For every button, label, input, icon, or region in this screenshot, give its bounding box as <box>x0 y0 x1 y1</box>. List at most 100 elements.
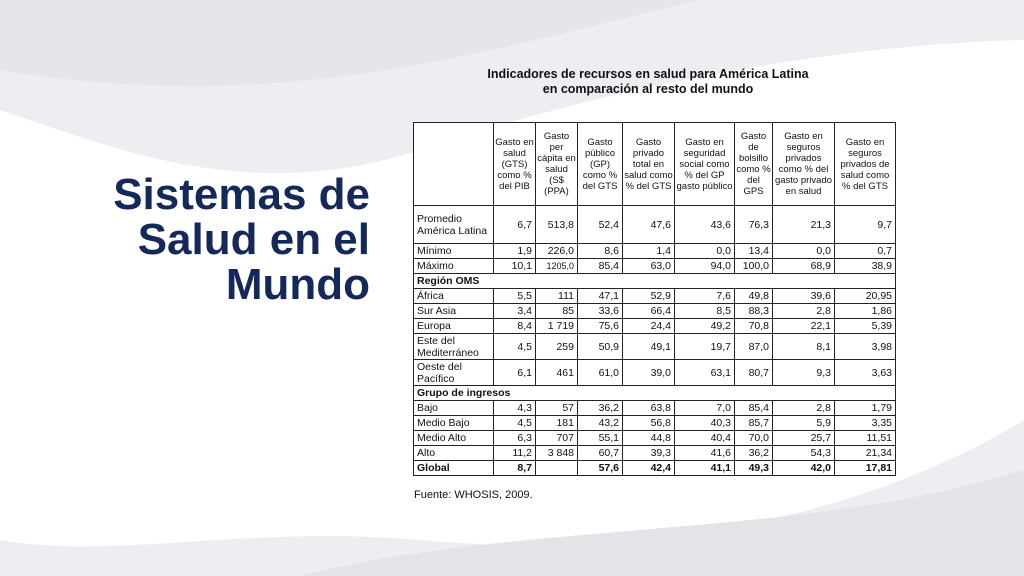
table-cell: 42,4 <box>622 460 675 476</box>
table-cell: 47,6 <box>622 205 675 244</box>
table-cell: 11,2 <box>493 445 536 461</box>
section-label: Grupo de ingresos <box>413 385 896 401</box>
table-row: Máximo 10,1 1205,0 85,4 63,0 94,0 100,0 … <box>413 258 896 274</box>
table-cell: 0,0 <box>674 243 735 259</box>
table-cell: 9,7 <box>834 205 896 244</box>
table-cell: 49,3 <box>734 460 773 476</box>
table-cell: 1,9 <box>493 243 536 259</box>
table-cell: 85 <box>535 303 578 319</box>
table-row: Medio Bajo 4,5 181 43,2 56,8 40,3 85,7 5… <box>413 415 896 431</box>
table-cell: 6,1 <box>493 359 536 386</box>
table-row-total: Global 8,7 57,6 42,4 41,1 49,3 42,0 17,8… <box>413 460 896 476</box>
table-row: África 5,5 111 47,1 52,9 7,6 49,8 39,6 2… <box>413 288 896 304</box>
column-header: Gasto en seguridad social como % del GP … <box>674 122 735 206</box>
table-cell: 75,6 <box>577 318 623 334</box>
table-cell: 226,0 <box>535 243 578 259</box>
row-label: Europa <box>413 318 494 334</box>
table-cell: 100,0 <box>734 258 773 274</box>
table-cell: 49,8 <box>734 288 773 304</box>
table-cell: 8,1 <box>772 333 835 360</box>
table-cell: 11,51 <box>834 430 896 446</box>
table-cell: 39,3 <box>622 445 675 461</box>
table-cell: 47,1 <box>577 288 623 304</box>
table-cell: 3,35 <box>834 415 896 431</box>
table-cell: 36,2 <box>577 400 623 416</box>
table-cell: 8,7 <box>493 460 536 476</box>
table-cell: 42,0 <box>772 460 835 476</box>
column-header: Gasto en seguros privados como % del gas… <box>772 122 835 206</box>
column-header: Gasto en salud (GTS) como % del PIB <box>493 122 536 206</box>
table-cell: 55,1 <box>577 430 623 446</box>
table-cell: 7,0 <box>674 400 735 416</box>
row-label: Sur Asia <box>413 303 494 319</box>
slide-title-line-2: Salud en el <box>137 215 370 264</box>
table-row: Alto 11,2 3 848 60,7 39,3 41,6 36,2 54,3… <box>413 445 896 461</box>
row-label: Global <box>413 460 494 476</box>
table-row: Este del Mediterráneo 4,5 259 50,9 49,1 … <box>413 333 896 360</box>
row-label: Medio Alto <box>413 430 494 446</box>
table-cell: 33,6 <box>577 303 623 319</box>
table-cell: 39,6 <box>772 288 835 304</box>
table-cell: 63,8 <box>622 400 675 416</box>
table-header-row: Gasto en salud (GTS) como % del PIB Gast… <box>413 122 896 206</box>
table-cell: 4,5 <box>493 415 536 431</box>
table-cell: 52,4 <box>577 205 623 244</box>
table-cell: 56,8 <box>622 415 675 431</box>
table-row: Mínimo 1,9 226,0 8,6 1,4 0,0 13,4 0,0 0,… <box>413 243 896 259</box>
table-cell: 94,0 <box>674 258 735 274</box>
table-cell: 63,0 <box>622 258 675 274</box>
table-cell: 1,86 <box>834 303 896 319</box>
slide-title-line-3: Mundo <box>225 260 370 309</box>
table-cell: 19,7 <box>674 333 735 360</box>
health-indicators-table: Gasto en salud (GTS) como % del PIB Gast… <box>413 122 896 476</box>
table-cell: 461 <box>535 359 578 386</box>
table-cell: 80,7 <box>734 359 773 386</box>
column-header <box>413 122 494 206</box>
row-label: África <box>413 288 494 304</box>
table-cell: 7,6 <box>674 288 735 304</box>
table-row: Europa 8,4 1 719 75,6 24,4 49,2 70,8 22,… <box>413 318 896 334</box>
table-cell: 111 <box>535 288 578 304</box>
table-cell: 57 <box>535 400 578 416</box>
table-cell: 49,2 <box>674 318 735 334</box>
table-cell: 44,8 <box>622 430 675 446</box>
table-cell: 22,1 <box>772 318 835 334</box>
table-cell: 54,3 <box>772 445 835 461</box>
table-cell: 2,8 <box>772 400 835 416</box>
row-label: Máximo <box>413 258 494 274</box>
table-cell: 39,0 <box>622 359 675 386</box>
section-label: Región OMS <box>413 273 896 289</box>
table-cell: 52,9 <box>622 288 675 304</box>
column-header: Gasto en seguros privados de salud como … <box>834 122 896 206</box>
table-cell: 57,6 <box>577 460 623 476</box>
table-cell: 70,8 <box>734 318 773 334</box>
table-cell: 707 <box>535 430 578 446</box>
table-heading-line-2: en comparación al resto del mundo <box>542 82 754 96</box>
table-cell: 10,1 <box>493 258 536 274</box>
table-cell: 76,3 <box>734 205 773 244</box>
slide-title: Sistemas de Salud en el Mundo <box>30 172 370 307</box>
table-cell: 41,6 <box>674 445 735 461</box>
table-cell: 9,3 <box>772 359 835 386</box>
table-cell: 13,4 <box>734 243 773 259</box>
table-cell: 61,0 <box>577 359 623 386</box>
row-label: Medio Bajo <box>413 415 494 431</box>
table-cell: 1 719 <box>535 318 578 334</box>
table-cell: 85,7 <box>734 415 773 431</box>
section-row-income: Grupo de ingresos <box>413 385 896 401</box>
section-row-oms: Región OMS <box>413 273 896 289</box>
table-cell: 4,3 <box>493 400 536 416</box>
table-cell: 1205,0 <box>535 258 578 274</box>
table-cell: 8,4 <box>493 318 536 334</box>
table-cell: 88,3 <box>734 303 773 319</box>
table-cell: 1,4 <box>622 243 675 259</box>
table-cell: 0,7 <box>834 243 896 259</box>
table-cell: 259 <box>535 333 578 360</box>
table-cell: 5,39 <box>834 318 896 334</box>
table-heading: Indicadores de recursos en salud para Am… <box>448 67 848 97</box>
table-cell: 17,81 <box>834 460 896 476</box>
table-cell: 24,4 <box>622 318 675 334</box>
row-label: Alto <box>413 445 494 461</box>
table-cell: 43,2 <box>577 415 623 431</box>
table-cell: 41,1 <box>674 460 735 476</box>
